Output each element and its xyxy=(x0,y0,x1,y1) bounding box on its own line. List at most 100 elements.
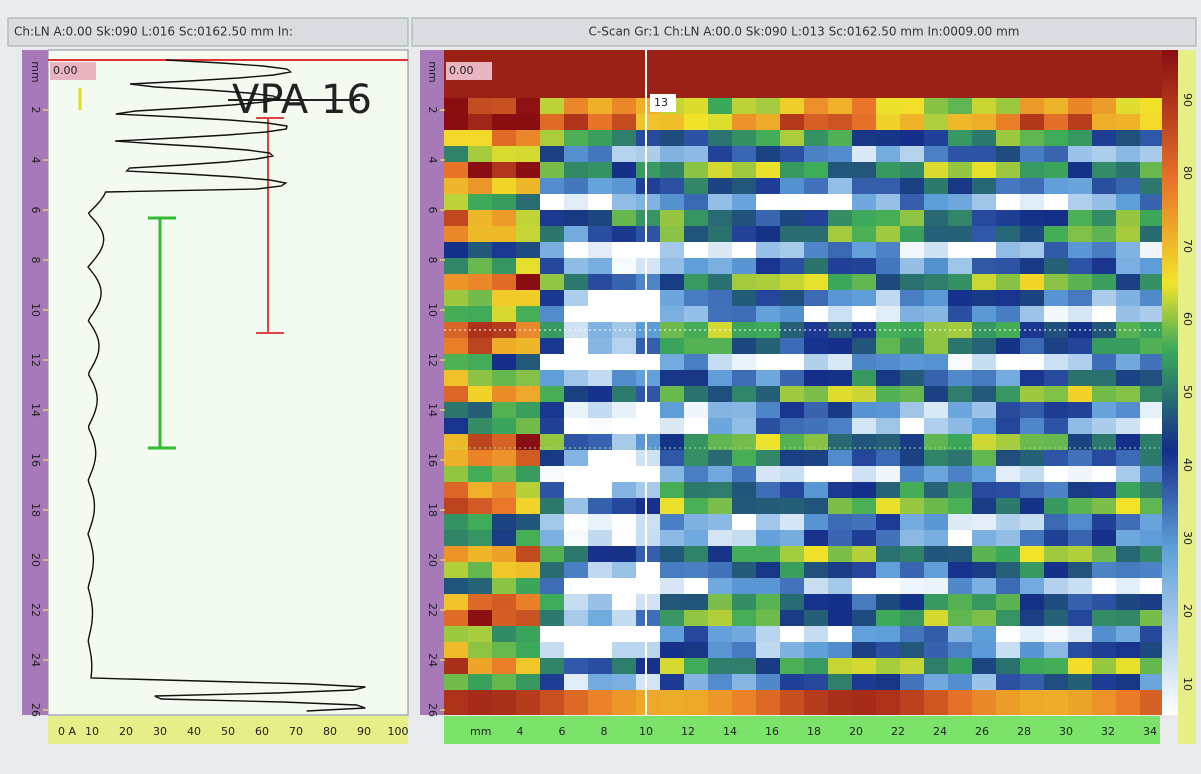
scan-cell xyxy=(732,178,756,194)
scan-cell xyxy=(900,66,924,82)
scan-cell xyxy=(732,514,756,530)
scan-cell xyxy=(444,210,468,226)
scan-cell xyxy=(852,658,876,674)
scan-cell xyxy=(948,146,972,162)
scan-cell xyxy=(684,226,708,242)
scan-cell xyxy=(804,482,828,498)
scan-cell xyxy=(948,98,972,114)
scan-cell xyxy=(540,450,564,466)
scan-cell xyxy=(708,226,732,242)
scan-cell xyxy=(612,450,636,466)
scan-cell xyxy=(900,290,924,306)
scan-cell xyxy=(564,66,588,82)
scan-cell xyxy=(924,658,948,674)
scan-cell xyxy=(900,226,924,242)
scan-cell xyxy=(1044,210,1068,226)
scan-cell xyxy=(636,658,660,674)
scan-tick-label: 26 xyxy=(975,725,989,738)
scan-cell xyxy=(804,98,828,114)
scan-cell xyxy=(1092,530,1116,546)
scan-cell xyxy=(732,530,756,546)
scan-cell xyxy=(516,610,540,626)
scan-cell xyxy=(756,258,780,274)
scan-cell xyxy=(684,450,708,466)
scan-cell xyxy=(612,242,636,258)
scan-cell xyxy=(804,530,828,546)
scan-cell xyxy=(996,578,1020,594)
scan-cell xyxy=(780,370,804,386)
scan-cell xyxy=(444,130,468,146)
scan-cell xyxy=(972,578,996,594)
scan-cell xyxy=(804,290,828,306)
scan-cell xyxy=(828,226,852,242)
scan-cell xyxy=(708,434,732,450)
scan-cell xyxy=(828,338,852,354)
scan-cell xyxy=(852,546,876,562)
scan-cell xyxy=(660,338,684,354)
scan-cell xyxy=(468,130,492,146)
scan-cell xyxy=(732,66,756,82)
scan-cell xyxy=(732,434,756,450)
scan-cell xyxy=(756,130,780,146)
scan-cell xyxy=(732,610,756,626)
scan-cell xyxy=(924,274,948,290)
scan-cell xyxy=(900,386,924,402)
scan-cell xyxy=(684,482,708,498)
scan-cell xyxy=(1020,514,1044,530)
scan-cell xyxy=(636,514,660,530)
scan-cell xyxy=(804,114,828,130)
scan-cell xyxy=(684,210,708,226)
scan-cell xyxy=(756,306,780,322)
scan-cell xyxy=(660,130,684,146)
scan-cell xyxy=(780,642,804,658)
scan-cell xyxy=(876,610,900,626)
scan-cell xyxy=(1092,594,1116,610)
scan-cell xyxy=(588,706,612,715)
scan-cell xyxy=(924,706,948,715)
scan-cell xyxy=(660,578,684,594)
scan-cell xyxy=(756,418,780,434)
scan-cell xyxy=(732,82,756,98)
scan-cell xyxy=(900,258,924,274)
scan-cell xyxy=(708,82,732,98)
scan-cell xyxy=(852,178,876,194)
scan-cell xyxy=(852,402,876,418)
scan-cell xyxy=(876,130,900,146)
scan-cell xyxy=(468,98,492,114)
scan-cell xyxy=(1020,306,1044,322)
scan-cell xyxy=(1140,466,1164,482)
scan-cell xyxy=(468,242,492,258)
scan-cell xyxy=(684,354,708,370)
scan-cell xyxy=(900,354,924,370)
scan-cell xyxy=(972,274,996,290)
scan-cell xyxy=(1092,210,1116,226)
scan-cell xyxy=(732,242,756,258)
scan-cell xyxy=(636,690,660,706)
scan-cell xyxy=(516,274,540,290)
left-depth-axis xyxy=(22,50,48,715)
scan-cell xyxy=(1068,658,1092,674)
scan-cell xyxy=(1092,706,1116,715)
scan-cell xyxy=(468,546,492,562)
scan-cell xyxy=(972,610,996,626)
scan-cell xyxy=(876,386,900,402)
scan-cell xyxy=(1044,194,1068,210)
scan-cell xyxy=(564,498,588,514)
scan-cell xyxy=(492,514,516,530)
scan-cell xyxy=(636,610,660,626)
scan-cell xyxy=(588,210,612,226)
scan-cell xyxy=(1116,514,1140,530)
scan-cell xyxy=(564,642,588,658)
scan-cell xyxy=(828,546,852,562)
scan-cell xyxy=(588,530,612,546)
scan-cell xyxy=(948,530,972,546)
scan-tick-label: 10 xyxy=(639,725,653,738)
scan-cell xyxy=(804,370,828,386)
scan-cell xyxy=(1068,242,1092,258)
scan-cell xyxy=(852,306,876,322)
scan-cell xyxy=(780,658,804,674)
scan-cell xyxy=(564,450,588,466)
scan-cell xyxy=(1140,114,1164,130)
scan-cell xyxy=(756,674,780,690)
